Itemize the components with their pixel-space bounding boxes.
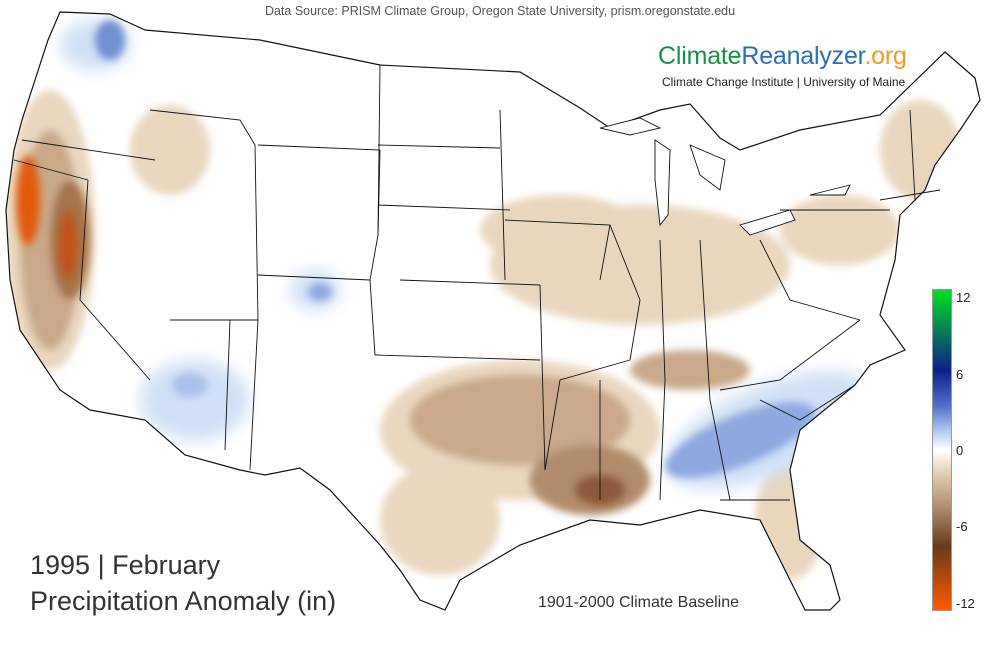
legend-tick-6: 6 (956, 367, 964, 382)
baseline-label: 1901-2000 Climate Baseline (538, 594, 740, 611)
variable-title: Precipitation Anomaly (in) (30, 586, 337, 616)
data-source-credit: Data Source: PRISM Climate Group, Oregon… (264, 4, 736, 18)
legend-tick-12: 12 (956, 290, 971, 305)
legend-tick-0: 0 (956, 443, 964, 458)
wet-area-southwest (140, 360, 250, 440)
legend-tick-neg6: -6 (956, 519, 968, 534)
dry-area-idaho (130, 105, 210, 195)
dry-area-texas (380, 465, 500, 575)
great-lakes (599, 117, 851, 236)
coastline (5, 11, 981, 611)
period-title: 1995 | February (30, 550, 221, 580)
state-borders (13, 64, 941, 501)
logo-word-org: .org (864, 42, 907, 70)
climate-reanalyzer-logo[interactable]: ClimateReanalyzer.org (658, 42, 907, 71)
dry-area-midwest (480, 195, 640, 265)
logo-word-climate: Climate (658, 42, 742, 70)
affiliation-text: Climate Change Institute | University of… (662, 75, 906, 89)
logo-word-reanalyzer: Reanalyzer (741, 42, 865, 70)
dry-area-new-york (780, 195, 900, 265)
legend-colorbar (932, 289, 952, 611)
dry-area-new-england (880, 100, 960, 200)
legend-tick-neg12: -12 (956, 596, 975, 611)
